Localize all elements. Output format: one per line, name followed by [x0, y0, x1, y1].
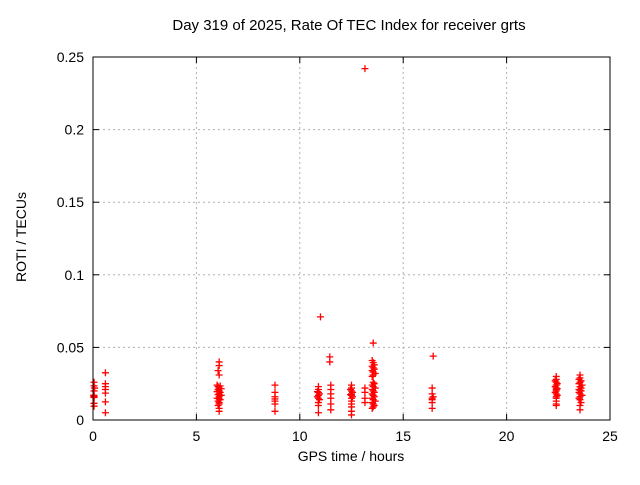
chart-title: Day 319 of 2025, Rate Of TEC Index for r… [172, 17, 525, 34]
data-point [316, 313, 324, 321]
data-point [369, 403, 377, 411]
x-tick-label: 25 [602, 428, 618, 444]
data-point [369, 371, 377, 379]
data-point [348, 411, 355, 419]
tick-labels: 0 5 10 15 20 25 0 0.05 0.1 0.15 0.2 0.25 [57, 49, 618, 444]
data-point [575, 394, 583, 402]
y-tick-label: 0 [76, 412, 84, 428]
data-point [429, 352, 437, 360]
y-axis-label: ROTI / TECUs [13, 192, 29, 282]
data-point [368, 372, 376, 380]
data-point [576, 406, 584, 414]
y-tick-label: 0.2 [65, 122, 85, 138]
data-point [369, 339, 377, 347]
y-tick-label: 0.25 [57, 49, 84, 65]
data-point [90, 402, 98, 410]
x-tick-label: 10 [292, 428, 308, 444]
x-tick-label: 0 [89, 428, 97, 444]
data-point [326, 358, 334, 366]
data-points [90, 65, 586, 419]
data-point [361, 399, 369, 407]
y-tick-label: 0.15 [57, 194, 84, 210]
data-point [214, 367, 222, 375]
x-tick-label: 20 [499, 428, 515, 444]
data-point [101, 398, 109, 406]
data-point [368, 404, 376, 412]
data-point [349, 393, 357, 401]
plot-border [92, 56, 611, 421]
data-point [215, 362, 223, 370]
x-tick-label: 5 [193, 428, 201, 444]
tick-marks [92, 56, 611, 421]
data-point [271, 407, 279, 415]
data-point [552, 401, 560, 409]
data-point [327, 406, 335, 414]
x-axis-label: GPS time / hours [298, 448, 405, 464]
data-point [314, 409, 322, 417]
data-point [428, 404, 436, 412]
data-point [361, 65, 369, 73]
y-tick-label: 0.05 [57, 339, 84, 355]
data-point [101, 409, 109, 417]
data-point [314, 401, 322, 409]
gridlines [93, 57, 610, 420]
data-point [101, 369, 109, 377]
plot-area: 0 5 10 15 20 25 0 0.05 0.1 0.15 0.2 0.25 [57, 49, 618, 444]
y-tick-label: 0.1 [65, 267, 85, 283]
data-point [215, 407, 223, 415]
x-tick-label: 15 [395, 428, 411, 444]
data-point [271, 381, 279, 389]
data-point [215, 371, 223, 379]
data-point [271, 400, 279, 408]
data-point [101, 389, 109, 397]
